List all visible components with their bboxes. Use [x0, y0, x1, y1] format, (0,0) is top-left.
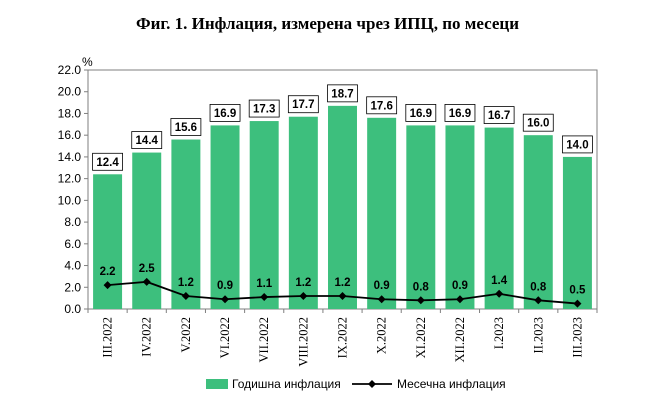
bar-annual-inflation [484, 127, 514, 309]
line-data-label: 0.8 [530, 281, 547, 293]
bar-data-label-box [444, 104, 476, 122]
y-tick-label: 6.0 [64, 237, 81, 251]
y-tick-label: 4.0 [64, 259, 81, 273]
bar-data-label: 16.0 [527, 118, 549, 130]
line-marker-monthly-inflation [338, 291, 347, 300]
x-tick-label: III.2022 [101, 317, 115, 358]
line-data-label: 2.5 [139, 263, 156, 275]
bar-data-label: 16.9 [449, 108, 471, 120]
bar-data-label: 18.7 [331, 88, 353, 100]
bar-data-label-box [92, 152, 123, 171]
bar-annual-inflation [367, 117, 397, 309]
line-marker-monthly-inflation [534, 296, 543, 305]
bar-data-label-box [287, 95, 319, 114]
line-marker-monthly-inflation [260, 293, 269, 302]
line-data-label: 2.2 [100, 266, 116, 278]
line-marker-monthly-inflation [455, 295, 464, 304]
bar-data-label-box [248, 99, 280, 118]
bar-data-label: 16.9 [214, 108, 236, 120]
line-marker-monthly-inflation [573, 299, 582, 308]
x-tick-label: IX.2022 [336, 317, 350, 358]
bar-data-label-box [483, 106, 515, 124]
legend-label-monthly-inflation: Месечна инфлация [397, 377, 506, 391]
line-data-label: 0.9 [374, 280, 390, 292]
line-marker-monthly-inflation [181, 291, 190, 300]
bar-data-label: 14.0 [566, 139, 588, 151]
bar-data-label: 16.7 [488, 110, 510, 122]
bar-annual-inflation [445, 125, 475, 310]
x-tick-label: XI.2022 [414, 317, 428, 358]
y-tick-label: 16.0 [58, 128, 82, 142]
x-tick-label: VIII.2022 [296, 317, 310, 367]
x-tick-label: IV.2022 [140, 317, 154, 357]
line-marker-monthly-inflation [142, 277, 151, 286]
bar-data-label-box [327, 84, 358, 103]
y-tick-label: 20.0 [58, 85, 82, 99]
y-tick-label: 12.0 [58, 172, 82, 186]
legend-label-annual-inflation: Годишна инфлация [232, 377, 341, 391]
y-tick-label: 8.0 [64, 215, 81, 229]
x-tick-label: VII.2022 [257, 317, 271, 362]
x-tick-label: II.2023 [531, 317, 545, 353]
bar-data-label: 17.6 [370, 100, 392, 112]
bar-annual-inflation [249, 121, 279, 310]
line-data-label: 1.2 [178, 277, 194, 289]
legend-marker-monthly-inflation [368, 380, 376, 388]
bar-annual-inflation [288, 116, 318, 309]
bar-data-label-box [209, 104, 241, 122]
y-tick-label: 0.0 [64, 302, 81, 316]
y-tick-label: 18.0 [58, 106, 82, 120]
line-data-label: 1.1 [256, 278, 273, 290]
bar-annual-inflation [406, 125, 436, 310]
bar-data-label: 17.7 [292, 99, 314, 111]
bar-data-label: 16.9 [410, 108, 432, 120]
x-tick-label: V.2022 [179, 317, 193, 353]
bar-data-label-box [405, 104, 437, 122]
bar-data-label-box [131, 131, 163, 149]
bar-data-label-box [562, 135, 593, 154]
bar-annual-inflation [523, 135, 553, 309]
x-tick-label: XII.2022 [453, 317, 467, 362]
line-marker-monthly-inflation [299, 291, 308, 300]
bar-annual-inflation [328, 105, 357, 309]
x-tick-label: I.2023 [492, 317, 506, 349]
y-tick-label: 2.0 [64, 280, 81, 294]
line-data-label: 1.2 [335, 277, 351, 289]
y-tick-label: 10.0 [58, 193, 82, 207]
bar-data-label-box [366, 96, 398, 115]
line-data-label: 0.9 [452, 280, 468, 292]
bar-annual-inflation [562, 156, 592, 309]
bar-data-label: 14.4 [136, 135, 159, 147]
x-tick-label: VI.2022 [218, 317, 232, 358]
line-marker-monthly-inflation [495, 289, 504, 298]
chart-title: Фиг. 1. Инфлация, измерена чрез ИПЦ, по … [135, 14, 520, 33]
line-data-label: 0.9 [217, 280, 233, 292]
line-marker-monthly-inflation [221, 295, 230, 304]
bar-data-label-box [170, 118, 202, 136]
line-marker-monthly-inflation [377, 295, 386, 304]
x-tick-label: X.2022 [375, 317, 389, 354]
y-tick-label: 22.0 [58, 63, 82, 77]
bar-data-label-box [522, 113, 554, 132]
y-tick-label: 14.0 [58, 150, 82, 164]
bar-annual-inflation [210, 125, 240, 310]
line-data-label: 0.5 [569, 285, 586, 297]
line-marker-monthly-inflation [416, 296, 425, 305]
legend-swatch-annual-inflation [206, 379, 228, 389]
x-tick-label: III.2023 [570, 317, 584, 358]
bar-data-label: 17.3 [253, 104, 275, 116]
line-marker-monthly-inflation [103, 281, 112, 290]
line-data-label: 0.8 [413, 281, 430, 293]
line-data-label: 1.4 [491, 275, 508, 287]
y-axis-unit: % [82, 55, 93, 69]
bar-data-label: 12.4 [96, 157, 119, 169]
bar-data-label: 15.6 [175, 122, 197, 134]
line-data-label: 1.2 [295, 277, 311, 289]
bar-annual-inflation [171, 139, 201, 309]
